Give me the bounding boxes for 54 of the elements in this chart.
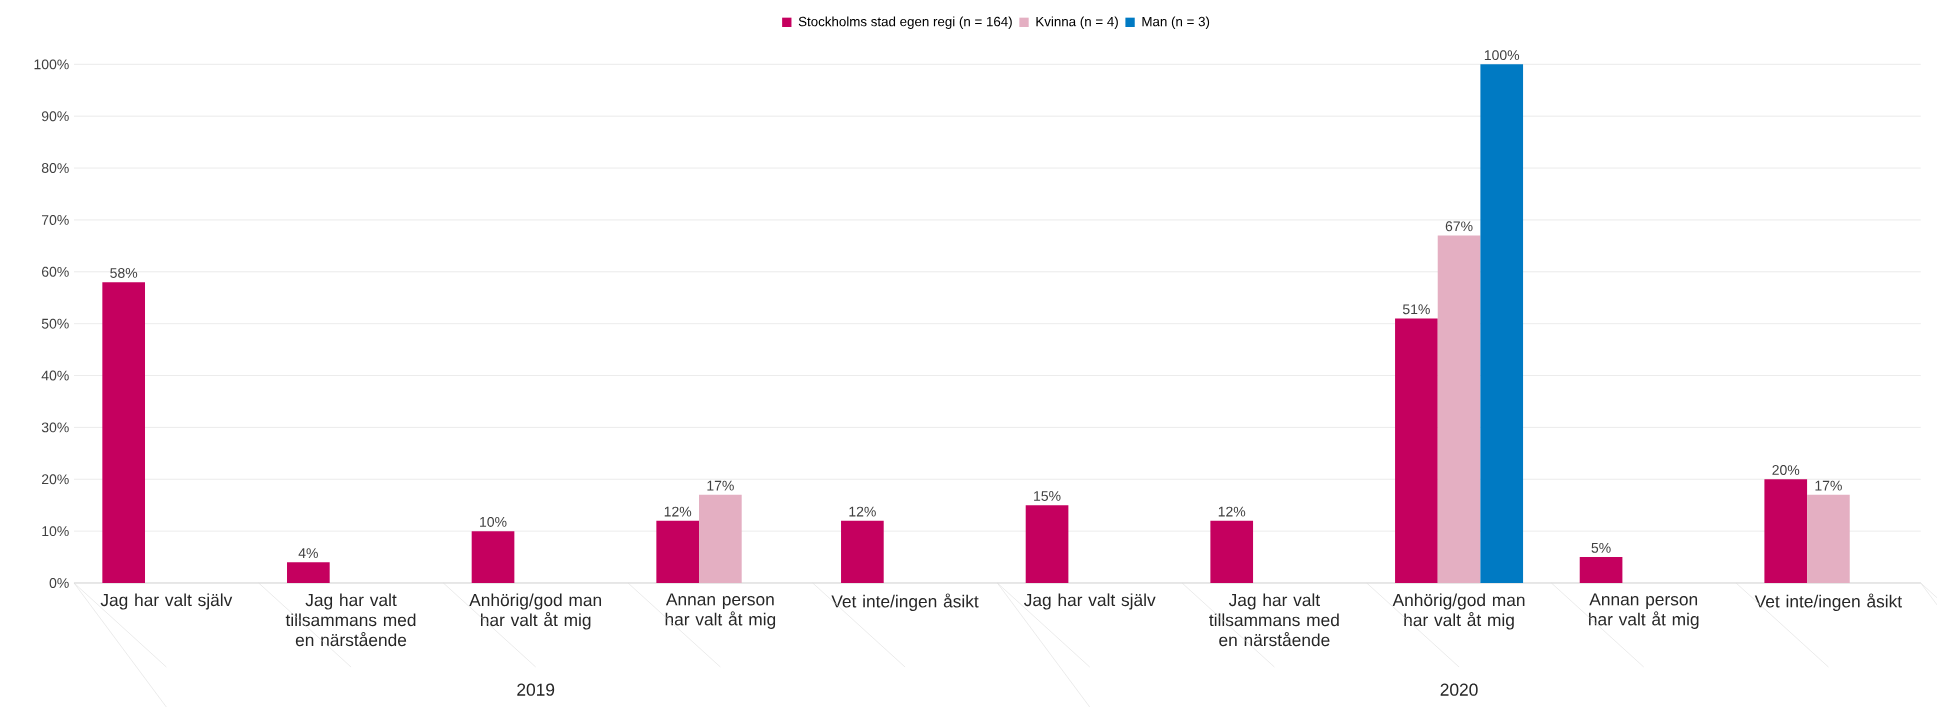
y-tick-label: 50% [41,318,69,329]
bar [471,531,515,583]
x-tick-label: Anhörig/god man har valt åt mig [1392,593,1525,630]
x-tick-label: Anhörig/god man har valt åt mig [469,593,602,630]
data-label: 17% [707,480,734,491]
y-tick-label: 70% [41,214,69,225]
x-tick-label: Jag har valt tillsammans med en närstående [285,593,416,647]
x-tick-label: Annan person har valt åt mig [665,593,776,629]
data-label: 5% [1591,542,1611,553]
bar [1210,520,1254,583]
bar [1579,557,1623,583]
bar [656,520,700,583]
y-tick-label: 80% [41,163,69,174]
data-label: 67% [1445,221,1473,232]
bar [699,494,742,583]
y-tick-label: 10% [42,526,69,537]
x-tick-label: Vet inte/ingen åsikt [831,593,979,611]
data-label: 51% [1402,304,1430,315]
data-label: 20% [1772,465,1800,476]
y-tick-label: 90% [41,111,69,122]
data-label: 15% [1034,491,1061,501]
bar [287,562,330,583]
bar [102,282,146,583]
data-label: 12% [664,506,692,517]
bar [1025,505,1069,583]
x-tick-label: Vet inte/ingen åsikt [1754,593,1902,611]
y-tick-label: 60% [41,266,69,277]
x-tick-label: Jag har valt tillsammans med en närstående [1209,593,1339,647]
data-label: 12% [1218,506,1246,517]
legend-label: Man (n = 3) [1142,16,1210,29]
bar [1437,235,1481,583]
data-label: 58% [110,268,138,278]
text: 2020 [1440,683,1478,696]
text: 2019 [517,683,555,696]
bar [1764,479,1808,583]
y-tick-label: 20% [41,474,69,485]
data-label: 100% [1484,50,1520,61]
x-tick-label: Jag har valt själv [100,593,233,610]
legend-label: Kvinna (n = 4) [1036,16,1118,29]
bar [1480,64,1524,583]
data-label: 4% [298,548,318,558]
x-tick-label: Jag har valt själv [1023,593,1156,610]
bar [1807,494,1850,583]
data-label: 17% [1815,480,1842,491]
bar [1395,318,1438,583]
data-label: 10% [480,516,507,527]
x-tick-label: Annan person har valt åt mig [1589,593,1699,629]
y-tick-label: 0% [49,578,69,588]
data-label: 12% [849,506,876,517]
bar [841,520,884,583]
y-tick-label: 40% [41,370,69,381]
y-tick-label: 30% [41,422,69,433]
y-tick-label: 100% [34,59,69,70]
legend-label: Stockholms stad egen regi (n = 164) [798,16,1012,29]
